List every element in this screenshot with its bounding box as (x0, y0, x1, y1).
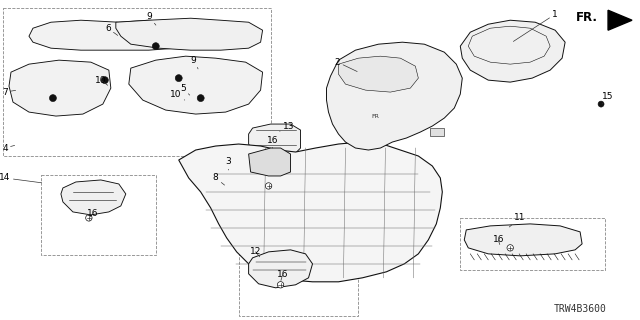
Bar (239, 248, 358, 316)
Bar (480, 55, 490, 63)
Text: FR: FR (371, 114, 380, 119)
Circle shape (266, 183, 272, 189)
Polygon shape (116, 18, 262, 50)
Polygon shape (248, 148, 291, 176)
Text: 13: 13 (280, 122, 294, 131)
Text: 12: 12 (250, 247, 261, 257)
Text: 16: 16 (87, 209, 99, 219)
Text: 1: 1 (513, 10, 558, 41)
Text: 7: 7 (2, 88, 15, 97)
Bar (500, 42, 514, 50)
Polygon shape (326, 42, 462, 150)
Text: 11: 11 (509, 213, 526, 227)
Text: 5: 5 (180, 84, 189, 95)
Text: 8: 8 (212, 173, 225, 185)
Polygon shape (248, 250, 312, 288)
Text: 2: 2 (335, 58, 357, 72)
Polygon shape (9, 60, 111, 116)
Bar (478, 38, 490, 48)
Text: 6: 6 (105, 24, 118, 36)
Bar (369, 135, 380, 143)
Circle shape (598, 101, 604, 107)
Text: 9: 9 (146, 12, 156, 25)
Bar (460, 218, 605, 270)
Bar (41, 175, 156, 255)
Polygon shape (608, 10, 632, 30)
Bar (396, 100, 410, 110)
Bar (415, 110, 428, 118)
Text: FR.: FR. (576, 11, 598, 24)
Bar (346, 120, 360, 130)
Text: 4: 4 (2, 143, 15, 153)
Bar (3, 8, 271, 156)
Bar (528, 53, 538, 61)
Polygon shape (61, 180, 126, 215)
Text: 16: 16 (267, 136, 278, 148)
Circle shape (175, 75, 182, 82)
Text: 10: 10 (170, 90, 185, 100)
Circle shape (277, 282, 284, 288)
Bar (505, 58, 517, 66)
Bar (385, 125, 401, 135)
Circle shape (197, 95, 204, 101)
Circle shape (152, 43, 159, 50)
Text: 15: 15 (602, 92, 614, 104)
Bar (428, 95, 438, 103)
Text: 10: 10 (95, 76, 108, 85)
Polygon shape (179, 142, 442, 282)
Bar (525, 38, 537, 48)
Text: 14: 14 (0, 173, 42, 183)
Polygon shape (129, 56, 262, 114)
Polygon shape (460, 20, 565, 82)
Polygon shape (248, 124, 301, 158)
Bar (362, 110, 376, 122)
Text: 16: 16 (492, 236, 504, 244)
Text: TRW4B3600: TRW4B3600 (554, 304, 607, 314)
Circle shape (86, 215, 92, 221)
Text: 16: 16 (277, 270, 288, 280)
Polygon shape (29, 20, 205, 50)
Text: 3: 3 (226, 157, 232, 170)
Circle shape (49, 95, 56, 101)
Circle shape (101, 76, 108, 84)
Text: 9: 9 (191, 56, 198, 69)
Polygon shape (339, 56, 419, 92)
Circle shape (507, 245, 513, 251)
Polygon shape (464, 224, 582, 256)
Bar (430, 128, 444, 136)
Bar (340, 100, 358, 114)
